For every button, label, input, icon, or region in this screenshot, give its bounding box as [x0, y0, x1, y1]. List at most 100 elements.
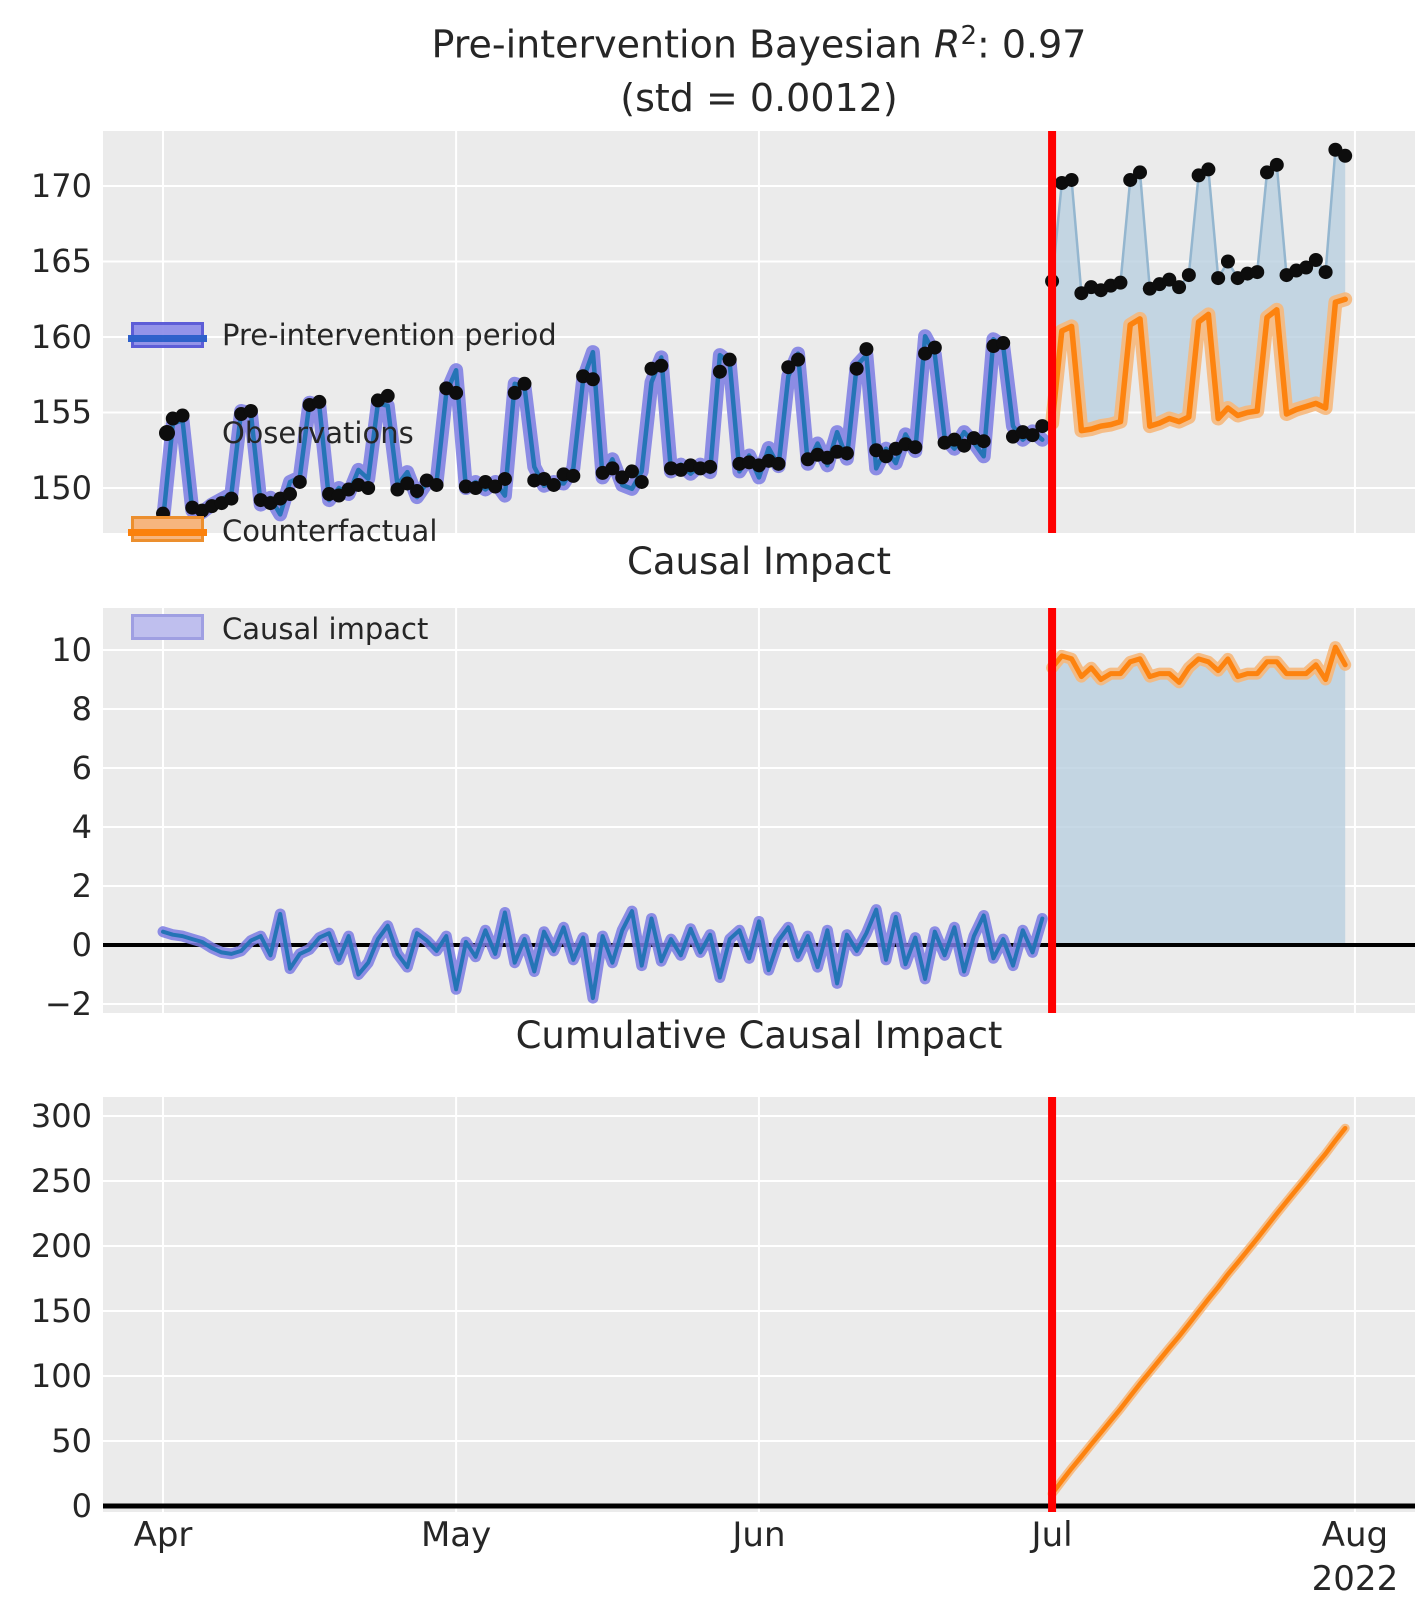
observation-point: [1318, 265, 1333, 280]
panel1-counterfactual-line: [1049, 296, 1348, 434]
y-tick-label: 6: [71, 749, 92, 787]
panel2-title: Causal Impact: [627, 540, 891, 583]
observation-point: [1211, 271, 1226, 286]
observation-point: [175, 408, 190, 423]
counterfactual-line-icon: [128, 529, 207, 536]
observation-point: [410, 484, 425, 499]
observation-point: [224, 491, 239, 506]
observation-point: [566, 468, 581, 483]
title-value: : 0.97: [976, 22, 1087, 67]
y-tick-label: 8: [71, 690, 92, 728]
observation-point: [1308, 252, 1323, 267]
observation-point: [380, 388, 395, 403]
x-axis-year-label: 2022: [1311, 1559, 1399, 1599]
panel2-pre-impact-line: [161, 907, 1045, 1001]
title-r-symbol: R: [934, 22, 961, 67]
observation-point: [976, 434, 991, 449]
observation-point: [429, 477, 444, 492]
observation-point: [449, 385, 464, 400]
observation-point: [957, 438, 972, 453]
observation-point: [927, 340, 942, 355]
observation-point: [1220, 254, 1235, 269]
panel3-cumulative-line: [1049, 1125, 1348, 1497]
observation-point: [1064, 172, 1079, 187]
observation-point: [1338, 148, 1353, 163]
observation-point: [878, 449, 893, 464]
y-tick-label: 2: [71, 867, 92, 905]
y-tick-label: 10: [51, 631, 92, 669]
observation-point: [722, 352, 737, 367]
y-tick-label: 155: [30, 393, 92, 431]
x-tick-label: Aug: [1321, 1515, 1389, 1555]
observation-point: [703, 459, 718, 474]
observation-point: [1123, 172, 1138, 187]
y-tick-label: 4: [71, 808, 92, 846]
observation-point: [488, 479, 503, 494]
observation-point: [839, 446, 854, 461]
figure-subtitle: (std = 0.0012): [620, 76, 898, 120]
panel3-title: Cumulative Causal Impact: [515, 1014, 1003, 1057]
observation-point: [585, 372, 600, 387]
observation-point: [634, 474, 649, 489]
observation-point: [507, 385, 522, 400]
observation-point: [771, 456, 786, 471]
legend-label: Observations: [222, 416, 414, 450]
observation-point: [292, 474, 307, 489]
legend-label: Causal impact: [222, 612, 429, 646]
observation-point: [908, 440, 923, 455]
figure-title: Pre-intervention Bayesian R2: 0.97: [103, 21, 1415, 67]
y-tick-label: 150: [30, 469, 92, 507]
observation-point: [624, 464, 639, 479]
observation-point: [546, 477, 561, 492]
x-tick-label: May: [420, 1515, 492, 1555]
x-tick-label: Jul: [1031, 1515, 1073, 1555]
observation-point: [712, 364, 727, 379]
y-tick-label: 165: [30, 242, 92, 280]
y-tick-label: −2: [44, 985, 92, 1023]
x-tick-label: Jun: [732, 1515, 786, 1555]
observation-point: [654, 358, 669, 373]
observation-point: [517, 376, 532, 391]
observation-point: [1172, 280, 1187, 295]
y-tick-label: 170: [30, 167, 92, 205]
y-tick-label: 200: [30, 1227, 92, 1265]
observation-dot-icon: [159, 425, 175, 441]
panel2-post-impact-line: [1049, 644, 1348, 685]
counterfactual-band-swatch: [128, 516, 207, 542]
y-tick-label: 300: [30, 1097, 92, 1135]
observation-point: [1201, 162, 1216, 177]
y-tick-label: 50: [51, 1422, 92, 1460]
pre-intervention-line-icon: [128, 335, 207, 342]
causal-impact-patch-swatch: [131, 614, 204, 640]
x-tick-label: Apr: [133, 1515, 193, 1555]
observation-point: [497, 471, 512, 486]
title-text: Pre-intervention Bayesian: [431, 22, 935, 67]
observation-point: [781, 360, 796, 375]
observation-point: [1181, 268, 1196, 283]
pre-intervention-band-swatch: [128, 322, 207, 348]
observation-point: [1269, 157, 1284, 172]
legend-label: Counterfactual: [222, 514, 438, 548]
observation-point: [361, 481, 376, 495]
observation-point: [1299, 260, 1314, 275]
observation-point: [1133, 165, 1147, 180]
observation-point: [243, 403, 258, 418]
y-tick-label: 0: [71, 1487, 92, 1525]
observation-point: [400, 476, 415, 491]
observation-point: [859, 342, 874, 357]
observation-point: [312, 394, 327, 409]
legend-label: Pre-intervention period: [222, 318, 557, 352]
observation-point: [1250, 265, 1265, 280]
y-tick-label: 160: [30, 318, 92, 356]
observation-point: [1113, 275, 1128, 290]
observation-point: [1035, 419, 1050, 434]
y-tick-label: 150: [30, 1292, 92, 1330]
observation-point: [996, 336, 1011, 351]
y-tick-label: 250: [30, 1162, 92, 1200]
observation-point: [1260, 165, 1275, 180]
observation-point: [791, 352, 806, 367]
y-tick-label: 100: [30, 1357, 92, 1395]
observation-point: [283, 487, 298, 502]
observation-point: [1025, 428, 1040, 443]
